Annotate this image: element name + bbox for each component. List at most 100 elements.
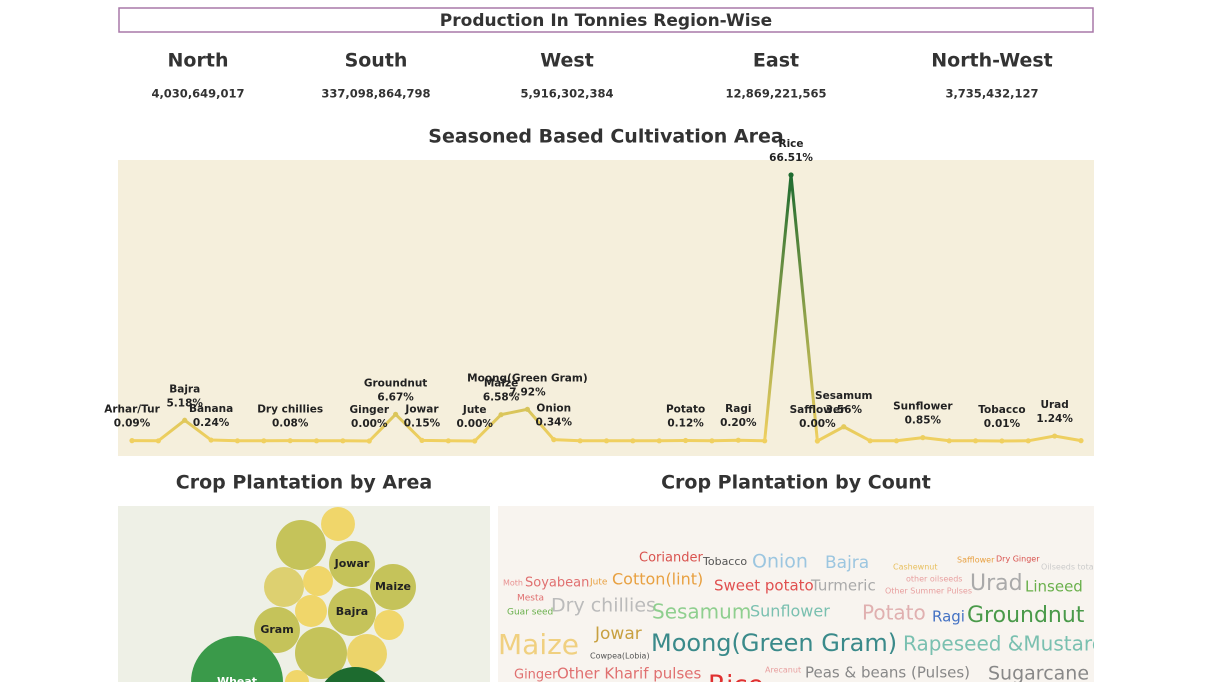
word: Other Kharif pulses	[557, 665, 702, 683]
word: Sunflower	[750, 602, 830, 621]
word-cloud: Coriander Tobacco Onion Bajra Cashewnut Saffl…	[498, 551, 1096, 683]
point	[735, 437, 741, 443]
bubble-label: Jowar	[334, 557, 370, 570]
point-label: Bajra	[169, 383, 200, 395]
word: Dry Ginger	[996, 555, 1040, 564]
point	[946, 438, 952, 444]
word: Tobacco	[702, 555, 747, 568]
word: Sesamum	[652, 600, 751, 624]
point	[814, 438, 820, 444]
bubble-label: Bajra	[336, 605, 368, 618]
bubble	[264, 567, 304, 607]
word: Urad	[970, 571, 1023, 596]
point	[788, 172, 794, 178]
bubble	[191, 636, 283, 682]
word: Bajra	[825, 553, 869, 573]
point	[603, 438, 610, 444]
value-label: 5.18%	[167, 397, 204, 409]
point	[1078, 438, 1084, 444]
value-label: 66.51%	[769, 152, 813, 164]
value-label: 6.58%	[483, 392, 520, 404]
bubble	[276, 520, 326, 570]
bubble	[329, 541, 375, 587]
value-label: 0.01%	[984, 418, 1021, 430]
chart-title: Seasoned Based Cultivation Area	[428, 126, 783, 148]
chart-title: Crop Plantation by Area	[176, 472, 432, 494]
bubble	[324, 667, 386, 682]
value-label: 3.56%	[826, 404, 863, 416]
word: Peas & beans (Pulses)	[805, 664, 970, 682]
bubble	[254, 607, 300, 653]
value-label: 0.20%	[720, 417, 757, 429]
point-label: Potato	[666, 404, 705, 416]
point-label: Sesamum	[815, 390, 872, 402]
word: Onion	[752, 551, 808, 573]
point-label: Ginger	[349, 404, 389, 416]
region-value: 3,735,432,127	[945, 87, 1038, 101]
word: Rice	[708, 671, 764, 683]
point-label: Dry chillies	[257, 404, 323, 416]
region-name: North	[168, 50, 229, 72]
region-name: South	[345, 50, 408, 72]
point-label: Tobacco	[978, 404, 1025, 416]
bubble-label: Maize	[375, 580, 411, 593]
region-value: 12,869,221,565	[725, 87, 826, 101]
point-label: Ragi	[725, 403, 751, 415]
header-title: Production In Tonnies Region-Wise	[440, 11, 772, 31]
word: Jowar	[594, 624, 642, 644]
line-chart: Arhar/Tur 0.09% Bajra 5.18%Banana 0.24% Dry c…	[104, 138, 1084, 444]
point	[234, 438, 241, 444]
point-label: Safflower	[790, 404, 846, 416]
word: Cowpea(Lobia)	[590, 652, 650, 661]
point	[1025, 438, 1031, 444]
point	[867, 438, 873, 444]
word: Oilseeds total	[1041, 563, 1096, 572]
value-label: 0.85%	[905, 415, 942, 427]
point-label: Jute	[462, 404, 487, 416]
point-label: Moong(Green Gram)	[467, 372, 587, 384]
word: Potato	[862, 601, 926, 625]
point	[340, 438, 346, 444]
bubble-chart: Jowar Maize Bajra Gram Wheat	[191, 507, 416, 682]
point-label: Banana	[189, 403, 233, 415]
word: Dry chillies	[551, 595, 656, 617]
plot-area	[118, 160, 1094, 456]
point	[261, 438, 267, 444]
point	[445, 438, 451, 444]
word: Sweet potato	[714, 577, 814, 595]
point	[287, 438, 293, 444]
value-label: 0.09%	[114, 418, 151, 430]
point	[155, 438, 161, 444]
point-label: Maize	[484, 378, 518, 390]
point	[472, 438, 478, 444]
point-label: Onion	[536, 403, 571, 415]
word: Safflower	[957, 556, 995, 565]
bubble	[295, 627, 347, 679]
word: Moong(Green Gram)	[651, 629, 897, 657]
bubble	[347, 634, 387, 674]
word: Ginger	[514, 668, 558, 683]
word: Coriander	[639, 551, 703, 566]
value-label: 0.12%	[667, 418, 704, 430]
title-box	[118, 7, 1094, 33]
value-label: 0.00%	[351, 418, 388, 430]
word: Ragi	[932, 608, 965, 626]
word: Turmeric	[810, 577, 876, 595]
point	[972, 438, 979, 444]
bubble-label: Wheat	[217, 675, 257, 682]
region-value: 4,030,649,017	[151, 87, 244, 101]
region-kpis: North 4,030,649,017 South 337,098,864,798 We…	[151, 50, 1052, 101]
value-label: 0.34%	[536, 417, 573, 429]
word: Guar seed	[507, 608, 553, 618]
value-label: 0.24%	[193, 417, 230, 429]
value-label: 0.08%	[272, 418, 309, 430]
value-label: 1.24%	[1036, 413, 1073, 425]
word: Moth	[503, 579, 523, 588]
point-label: Rice	[779, 138, 804, 150]
point	[682, 437, 689, 444]
point	[208, 437, 214, 443]
point	[709, 438, 715, 444]
point	[841, 424, 847, 430]
